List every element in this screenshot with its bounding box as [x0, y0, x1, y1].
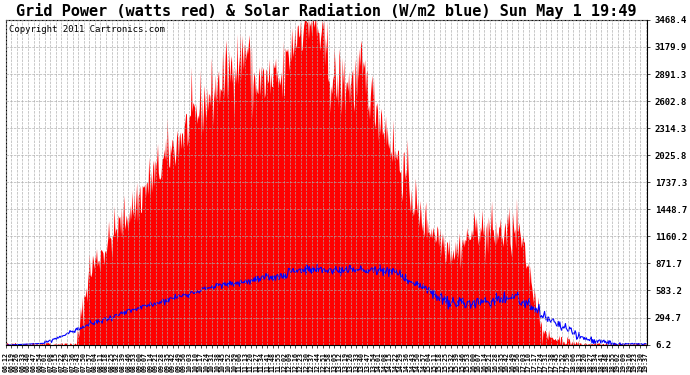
- Text: Copyright 2011 Cartronics.com: Copyright 2011 Cartronics.com: [9, 25, 165, 34]
- Title: Grid Power (watts red) & Solar Radiation (W/m2 blue) Sun May 1 19:49: Grid Power (watts red) & Solar Radiation…: [17, 3, 637, 19]
